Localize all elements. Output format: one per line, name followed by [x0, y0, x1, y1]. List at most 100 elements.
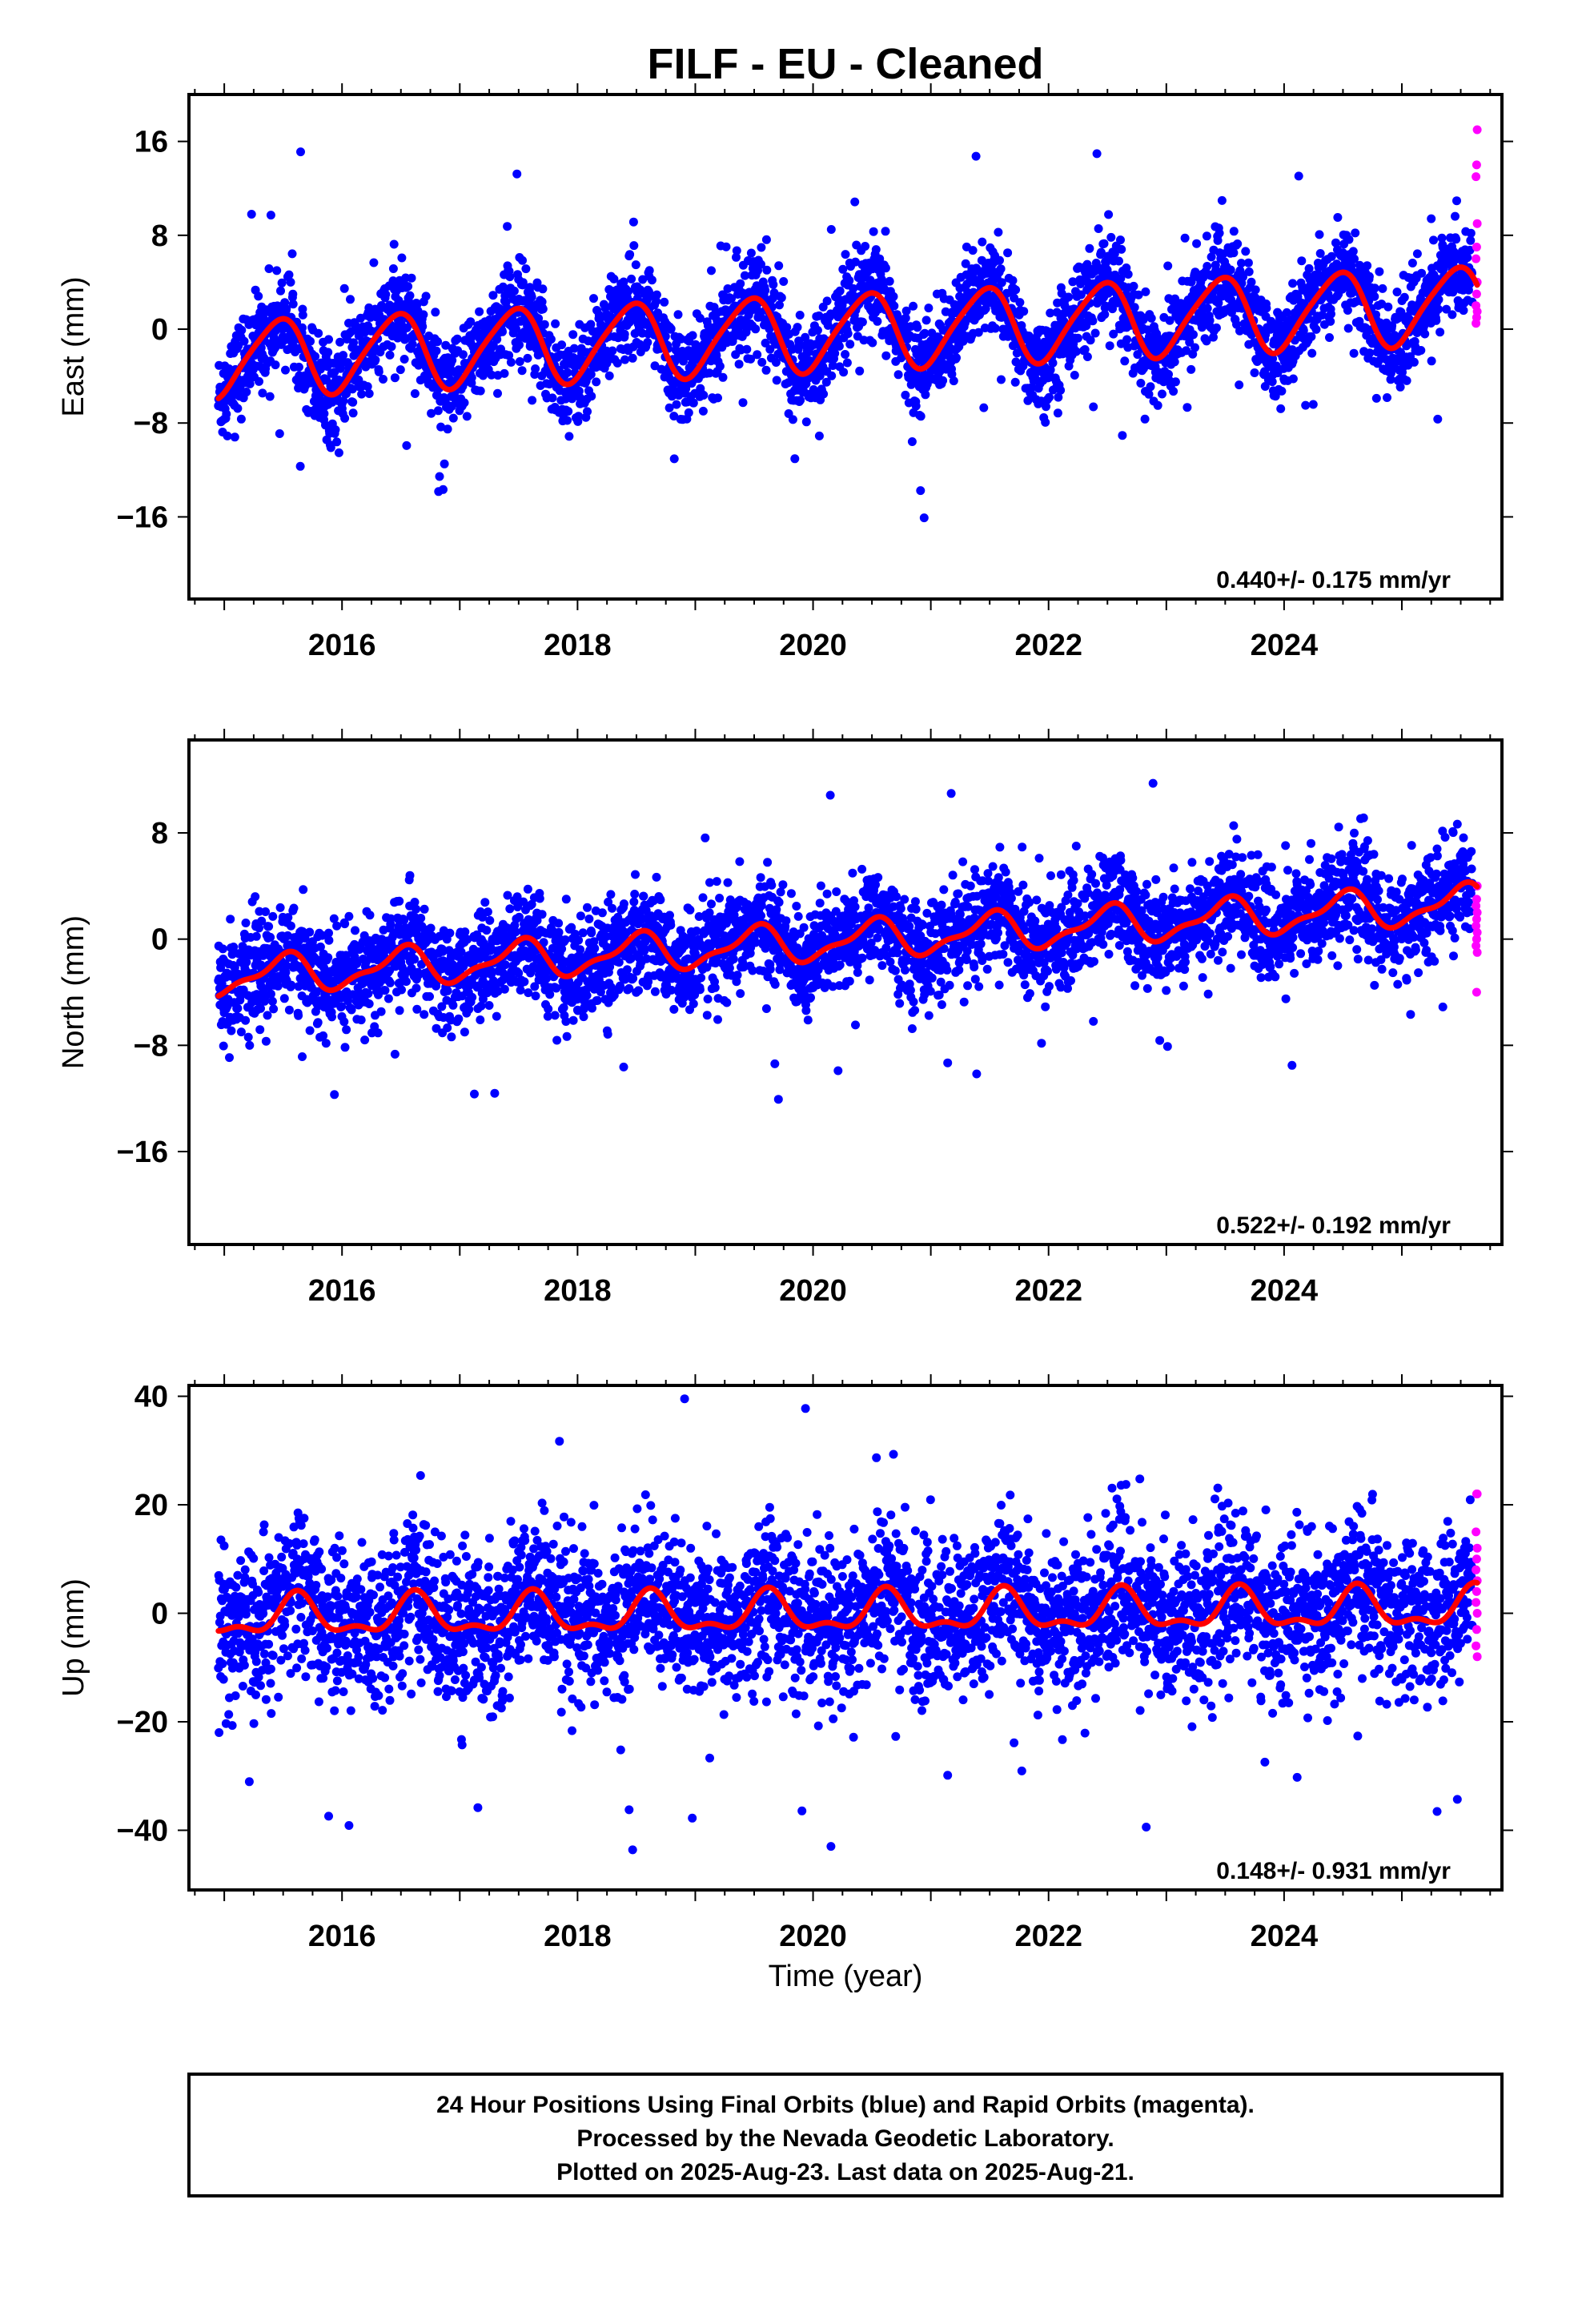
final-orbit-point: [1351, 228, 1360, 238]
final-orbit-point: [907, 437, 917, 446]
final-orbit-point: [911, 401, 921, 411]
final-orbit-point: [1433, 414, 1443, 424]
final-orbit-point: [826, 225, 836, 234]
final-orbit-point: [515, 340, 524, 350]
final-orbit-point: [814, 431, 824, 440]
final-orbit-point: [713, 393, 722, 403]
final-orbit-point: [311, 352, 320, 361]
final-orbit-point: [551, 319, 560, 328]
final-orbit-point: [779, 277, 789, 286]
final-orbit-point: [275, 429, 284, 438]
final-orbit-point: [1114, 256, 1123, 266]
final-orbit-point: [346, 295, 355, 304]
final-orbit-point: [223, 431, 232, 440]
final-orbit-point: [1082, 352, 1092, 361]
final-orbit-point: [1089, 402, 1098, 412]
final-orbit-point: [360, 1035, 370, 1045]
final-orbit-point: [1371, 393, 1381, 403]
final-orbit-point: [323, 348, 333, 357]
final-orbit-point: [587, 392, 596, 401]
final-orbit-point: [757, 243, 766, 252]
final-orbit-point: [531, 364, 540, 373]
final-orbit-point: [742, 344, 752, 354]
final-orbit-point: [233, 1003, 243, 1013]
final-orbit-point: [296, 147, 305, 157]
final-orbit-point: [279, 994, 289, 1003]
final-orbit-point: [443, 424, 452, 434]
final-orbit-point: [1213, 235, 1223, 245]
final-orbit-point: [1365, 348, 1375, 358]
final-orbit-point: [236, 1027, 246, 1037]
final-orbit-point: [512, 324, 520, 334]
final-orbit-point: [517, 366, 527, 376]
final-orbit-point: [1378, 283, 1387, 293]
final-orbit-point: [226, 915, 235, 924]
final-orbit-point: [294, 362, 303, 372]
final-orbit-point: [813, 326, 822, 335]
final-orbit-point: [574, 412, 584, 421]
final-orbit-point: [827, 371, 837, 380]
final-orbit-point: [1383, 393, 1391, 402]
final-orbit-point: [371, 355, 380, 364]
final-orbit-point: [493, 388, 502, 398]
final-orbit-point: [1140, 414, 1150, 424]
final-orbit-point: [445, 928, 455, 938]
final-orbit-point: [1146, 313, 1156, 323]
rapid-orbit-point: [1472, 160, 1481, 170]
rapid-orbit-point: [1472, 254, 1481, 263]
final-orbit-point: [1088, 316, 1098, 326]
final-orbit-point: [913, 323, 922, 332]
final-orbit-point: [528, 396, 537, 405]
final-orbit-point: [842, 358, 852, 368]
final-orbit-point: [689, 398, 698, 408]
final-orbit-point: [505, 272, 515, 282]
final-orbit-point: [1247, 277, 1256, 287]
final-orbit-point: [276, 286, 285, 296]
final-orbit-point: [342, 1025, 351, 1035]
final-orbit-point: [1070, 371, 1079, 380]
final-orbit-point: [339, 351, 348, 360]
final-orbit-point: [845, 275, 854, 285]
final-orbit-point: [620, 355, 630, 364]
final-orbit-point: [433, 337, 443, 347]
final-orbit-point: [454, 1014, 464, 1023]
x-tick-label: 2024: [1251, 629, 1319, 662]
final-orbit-point: [604, 371, 614, 380]
final-orbit-point: [412, 904, 421, 914]
final-orbit-point: [525, 283, 535, 292]
final-orbit-point: [1429, 235, 1438, 245]
final-orbit-point: [1325, 333, 1334, 342]
final-orbit-point: [652, 290, 661, 300]
final-orbit-point: [420, 1010, 429, 1019]
final-orbit-point: [298, 310, 307, 320]
final-orbit-point: [1447, 310, 1457, 320]
final-orbit-point: [230, 432, 239, 442]
final-orbit-point: [351, 926, 359, 935]
final-orbit-point: [440, 459, 449, 468]
east-data-points: [214, 125, 1482, 523]
final-orbit-point: [433, 406, 443, 416]
final-orbit-point: [589, 294, 598, 304]
final-orbit-point: [340, 919, 350, 929]
final-orbit-point: [757, 357, 767, 367]
final-orbit-point: [219, 1041, 228, 1051]
final-orbit-point: [404, 282, 413, 292]
final-orbit-point: [405, 870, 415, 880]
final-orbit-point: [369, 258, 379, 267]
final-orbit-point: [483, 907, 492, 917]
final-orbit-point: [426, 923, 436, 933]
final-orbit-point: [746, 248, 756, 258]
final-orbit-point: [490, 1088, 500, 1098]
final-orbit-point: [405, 291, 415, 300]
final-orbit-point: [1169, 387, 1178, 396]
final-orbit-point: [1427, 214, 1436, 223]
final-orbit-point: [464, 1004, 474, 1014]
final-orbit-point: [819, 389, 829, 399]
final-orbit-point: [339, 283, 349, 293]
final-orbit-point: [1333, 213, 1343, 222]
final-orbit-point: [420, 904, 429, 914]
final-orbit-point: [1262, 304, 1271, 313]
final-orbit-point: [1370, 292, 1379, 301]
final-orbit-point: [447, 1032, 456, 1042]
final-orbit-point: [968, 246, 978, 255]
